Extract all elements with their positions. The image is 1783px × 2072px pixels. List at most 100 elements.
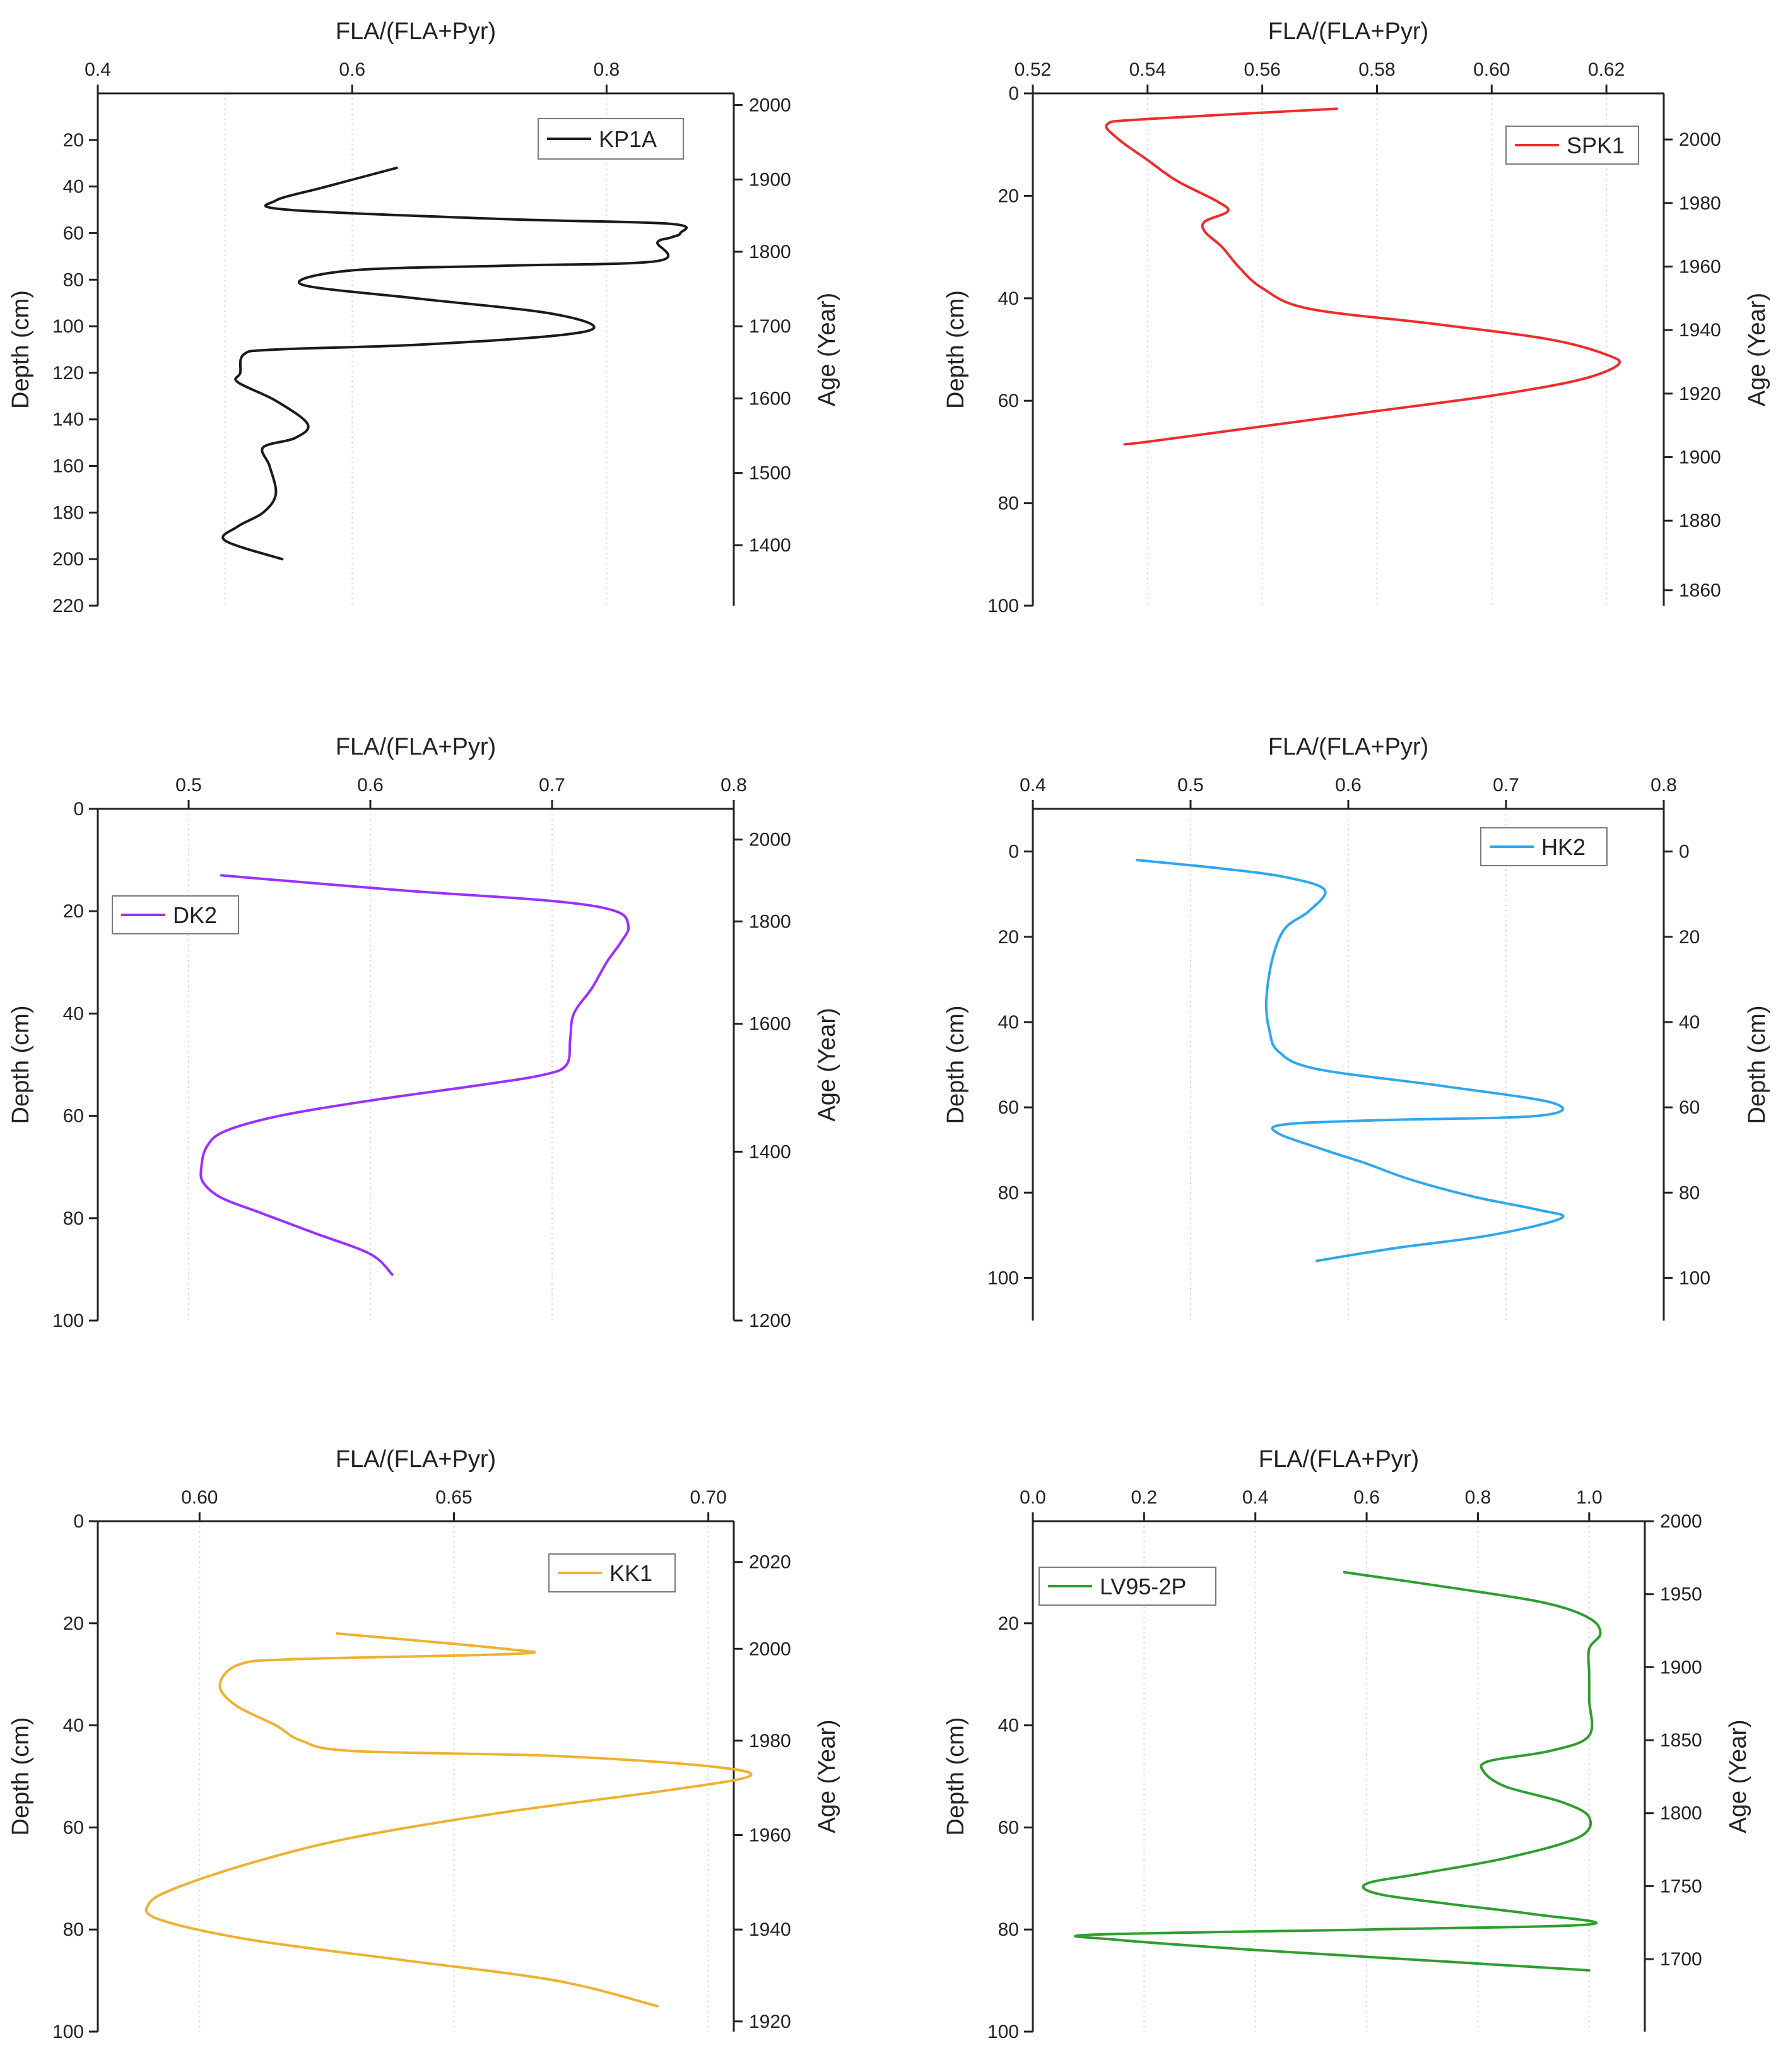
left-tick-label: 100 xyxy=(987,1268,1019,1288)
left-tick-label: 40 xyxy=(998,288,1019,309)
legend: KP1A xyxy=(538,118,684,160)
right-tick-label: 1200 xyxy=(749,1310,791,1331)
left-tick-label: 80 xyxy=(998,1182,1019,1203)
legend-label: HK2 xyxy=(1541,834,1586,860)
left-tick-label: 40 xyxy=(63,1716,84,1736)
top-tick-label: 0.65 xyxy=(435,1487,472,1508)
top-tick-label: 0.4 xyxy=(85,59,111,80)
top-axis-title: FLA/(FLA+Pyr) xyxy=(336,18,496,45)
left-tick-label: 160 xyxy=(52,456,84,477)
right-tick-label: 1900 xyxy=(749,170,791,191)
right-axis-title: Age (Year) xyxy=(1744,293,1770,406)
top-tick-label: 0.6 xyxy=(1335,775,1362,796)
top-tick-label: 0.62 xyxy=(1588,59,1625,80)
series-line-dk2 xyxy=(199,874,630,1276)
panel-kk1: 0.60 0.65 0.70 FLA/(FLA+Pyr) 0 20 40 60 80 100 Dep… xyxy=(8,1446,840,2042)
right-tick-label: 1600 xyxy=(749,1014,791,1035)
top-tick-label: 0.54 xyxy=(1129,59,1166,80)
right-tick-label: 60 xyxy=(1679,1097,1700,1118)
left-tick-label: 40 xyxy=(998,1012,1019,1033)
right-tick-label: 1400 xyxy=(749,535,791,556)
left-tick-label: 0 xyxy=(73,799,84,820)
right-tick-label: 1800 xyxy=(749,911,791,932)
right-tick-label: 1980 xyxy=(749,1731,791,1751)
legend-label: KK1 xyxy=(609,1560,652,1586)
right-tick-label: 1700 xyxy=(749,316,791,337)
right-tick-label: 2000 xyxy=(749,1639,791,1659)
right-tick-label: 2000 xyxy=(749,95,791,115)
left-tick-label: 120 xyxy=(52,363,84,384)
left-tick-label: 60 xyxy=(998,1817,1019,1838)
right-tick-label: 1900 xyxy=(1660,1657,1702,1678)
top-tick-label: 0.6 xyxy=(357,775,384,796)
left-axis-title: Depth (cm) xyxy=(8,1006,34,1124)
right-tick-label: 2000 xyxy=(749,830,791,851)
panel-spk1: 0.52 0.54 0.56 0.58 0.60 0.62 FLA/(FLA+Pyr) 0 20… xyxy=(943,18,1770,616)
top-tick-label: 0.0 xyxy=(1020,1487,1046,1508)
right-tick-label: 2000 xyxy=(1679,129,1721,150)
legend: SPK1 xyxy=(1505,126,1639,165)
top-tick-label: 0.58 xyxy=(1358,59,1395,80)
top-tick-label: 0.8 xyxy=(1651,775,1677,796)
right-tick-label: 1960 xyxy=(1679,256,1721,277)
right-tick-label: 1800 xyxy=(1660,1803,1702,1824)
right-tick-label: 1950 xyxy=(1660,1584,1702,1605)
left-tick-label: 20 xyxy=(998,927,1019,948)
right-tick-label: 1600 xyxy=(749,389,791,409)
legend: DK2 xyxy=(112,895,239,934)
left-tick-label: 20 xyxy=(998,1613,1019,1634)
right-tick-label: 1980 xyxy=(1679,193,1721,214)
left-tick-label: 100 xyxy=(987,2022,1019,2042)
right-tick-label: 40 xyxy=(1679,1012,1700,1033)
top-tick-label: 0.8 xyxy=(1465,1487,1492,1508)
right-axis-title: Depth (cm) xyxy=(1744,1006,1770,1124)
right-axis-title: Age (Year) xyxy=(814,1719,840,1833)
right-tick-label: 1920 xyxy=(1679,384,1721,404)
top-tick-label: 0.52 xyxy=(1015,59,1051,80)
series-line-lv95-2p xyxy=(1074,1570,1602,1972)
right-tick-label: 100 xyxy=(1679,1268,1710,1288)
right-tick-label: 2020 xyxy=(749,1552,791,1573)
left-tick-label: 40 xyxy=(63,1003,84,1024)
top-axis-title: FLA/(FLA+Pyr) xyxy=(336,1446,496,1473)
right-tick-label: 20 xyxy=(1679,927,1700,948)
legend-label: LV95-2P xyxy=(1100,1574,1186,1599)
top-tick-label: 0.6 xyxy=(339,59,365,80)
right-tick-label: 80 xyxy=(1679,1182,1700,1203)
left-axis-title: Depth (cm) xyxy=(8,1717,34,1836)
top-axis-title: FLA/(FLA+Pyr) xyxy=(336,734,496,760)
panel-hk2: 0.4 0.5 0.6 0.7 0.8 FLA/(FLA+Pyr) 0 20 40 60 80 100… xyxy=(943,734,1770,1321)
left-tick-label: 60 xyxy=(63,1106,84,1127)
top-tick-label: 1.0 xyxy=(1576,1487,1603,1508)
right-tick-label: 2000 xyxy=(1660,1511,1702,1532)
top-tick-label: 0.7 xyxy=(1493,775,1519,796)
right-tick-label: 1920 xyxy=(749,2011,791,2032)
left-tick-label: 0 xyxy=(73,1511,84,1532)
left-tick-label: 220 xyxy=(52,596,84,616)
left-tick-label: 140 xyxy=(52,409,84,430)
legend-label: DK2 xyxy=(173,902,217,928)
legend-label: SPK1 xyxy=(1567,132,1625,158)
right-tick-label: 1800 xyxy=(749,242,791,262)
top-tick-label: 0.70 xyxy=(690,1487,726,1508)
left-tick-label: 20 xyxy=(998,185,1019,206)
left-tick-label: 180 xyxy=(52,502,84,523)
right-axis-title: Age (Year) xyxy=(814,293,840,406)
left-tick-label: 40 xyxy=(63,177,84,197)
top-tick-label: 0.7 xyxy=(539,775,565,796)
left-axis-title: Depth (cm) xyxy=(943,290,969,409)
left-tick-label: 60 xyxy=(998,391,1019,411)
left-tick-label: 80 xyxy=(998,1919,1019,1940)
top-tick-label: 0.5 xyxy=(175,775,202,796)
right-tick-label: 0 xyxy=(1679,842,1690,862)
right-tick-label: 1860 xyxy=(1679,580,1721,601)
right-axis-title: Age (Year) xyxy=(1725,1719,1751,1833)
left-tick-label: 0 xyxy=(1008,83,1019,104)
top-tick-label: 0.60 xyxy=(1473,59,1510,80)
left-axis-title: Depth (cm) xyxy=(8,290,34,409)
series-line-spk1 xyxy=(1105,107,1621,446)
top-tick-label: 0.60 xyxy=(181,1487,218,1508)
top-axis-title: FLA/(FLA+Pyr) xyxy=(1268,734,1428,760)
top-tick-label: 0.5 xyxy=(1177,775,1204,796)
